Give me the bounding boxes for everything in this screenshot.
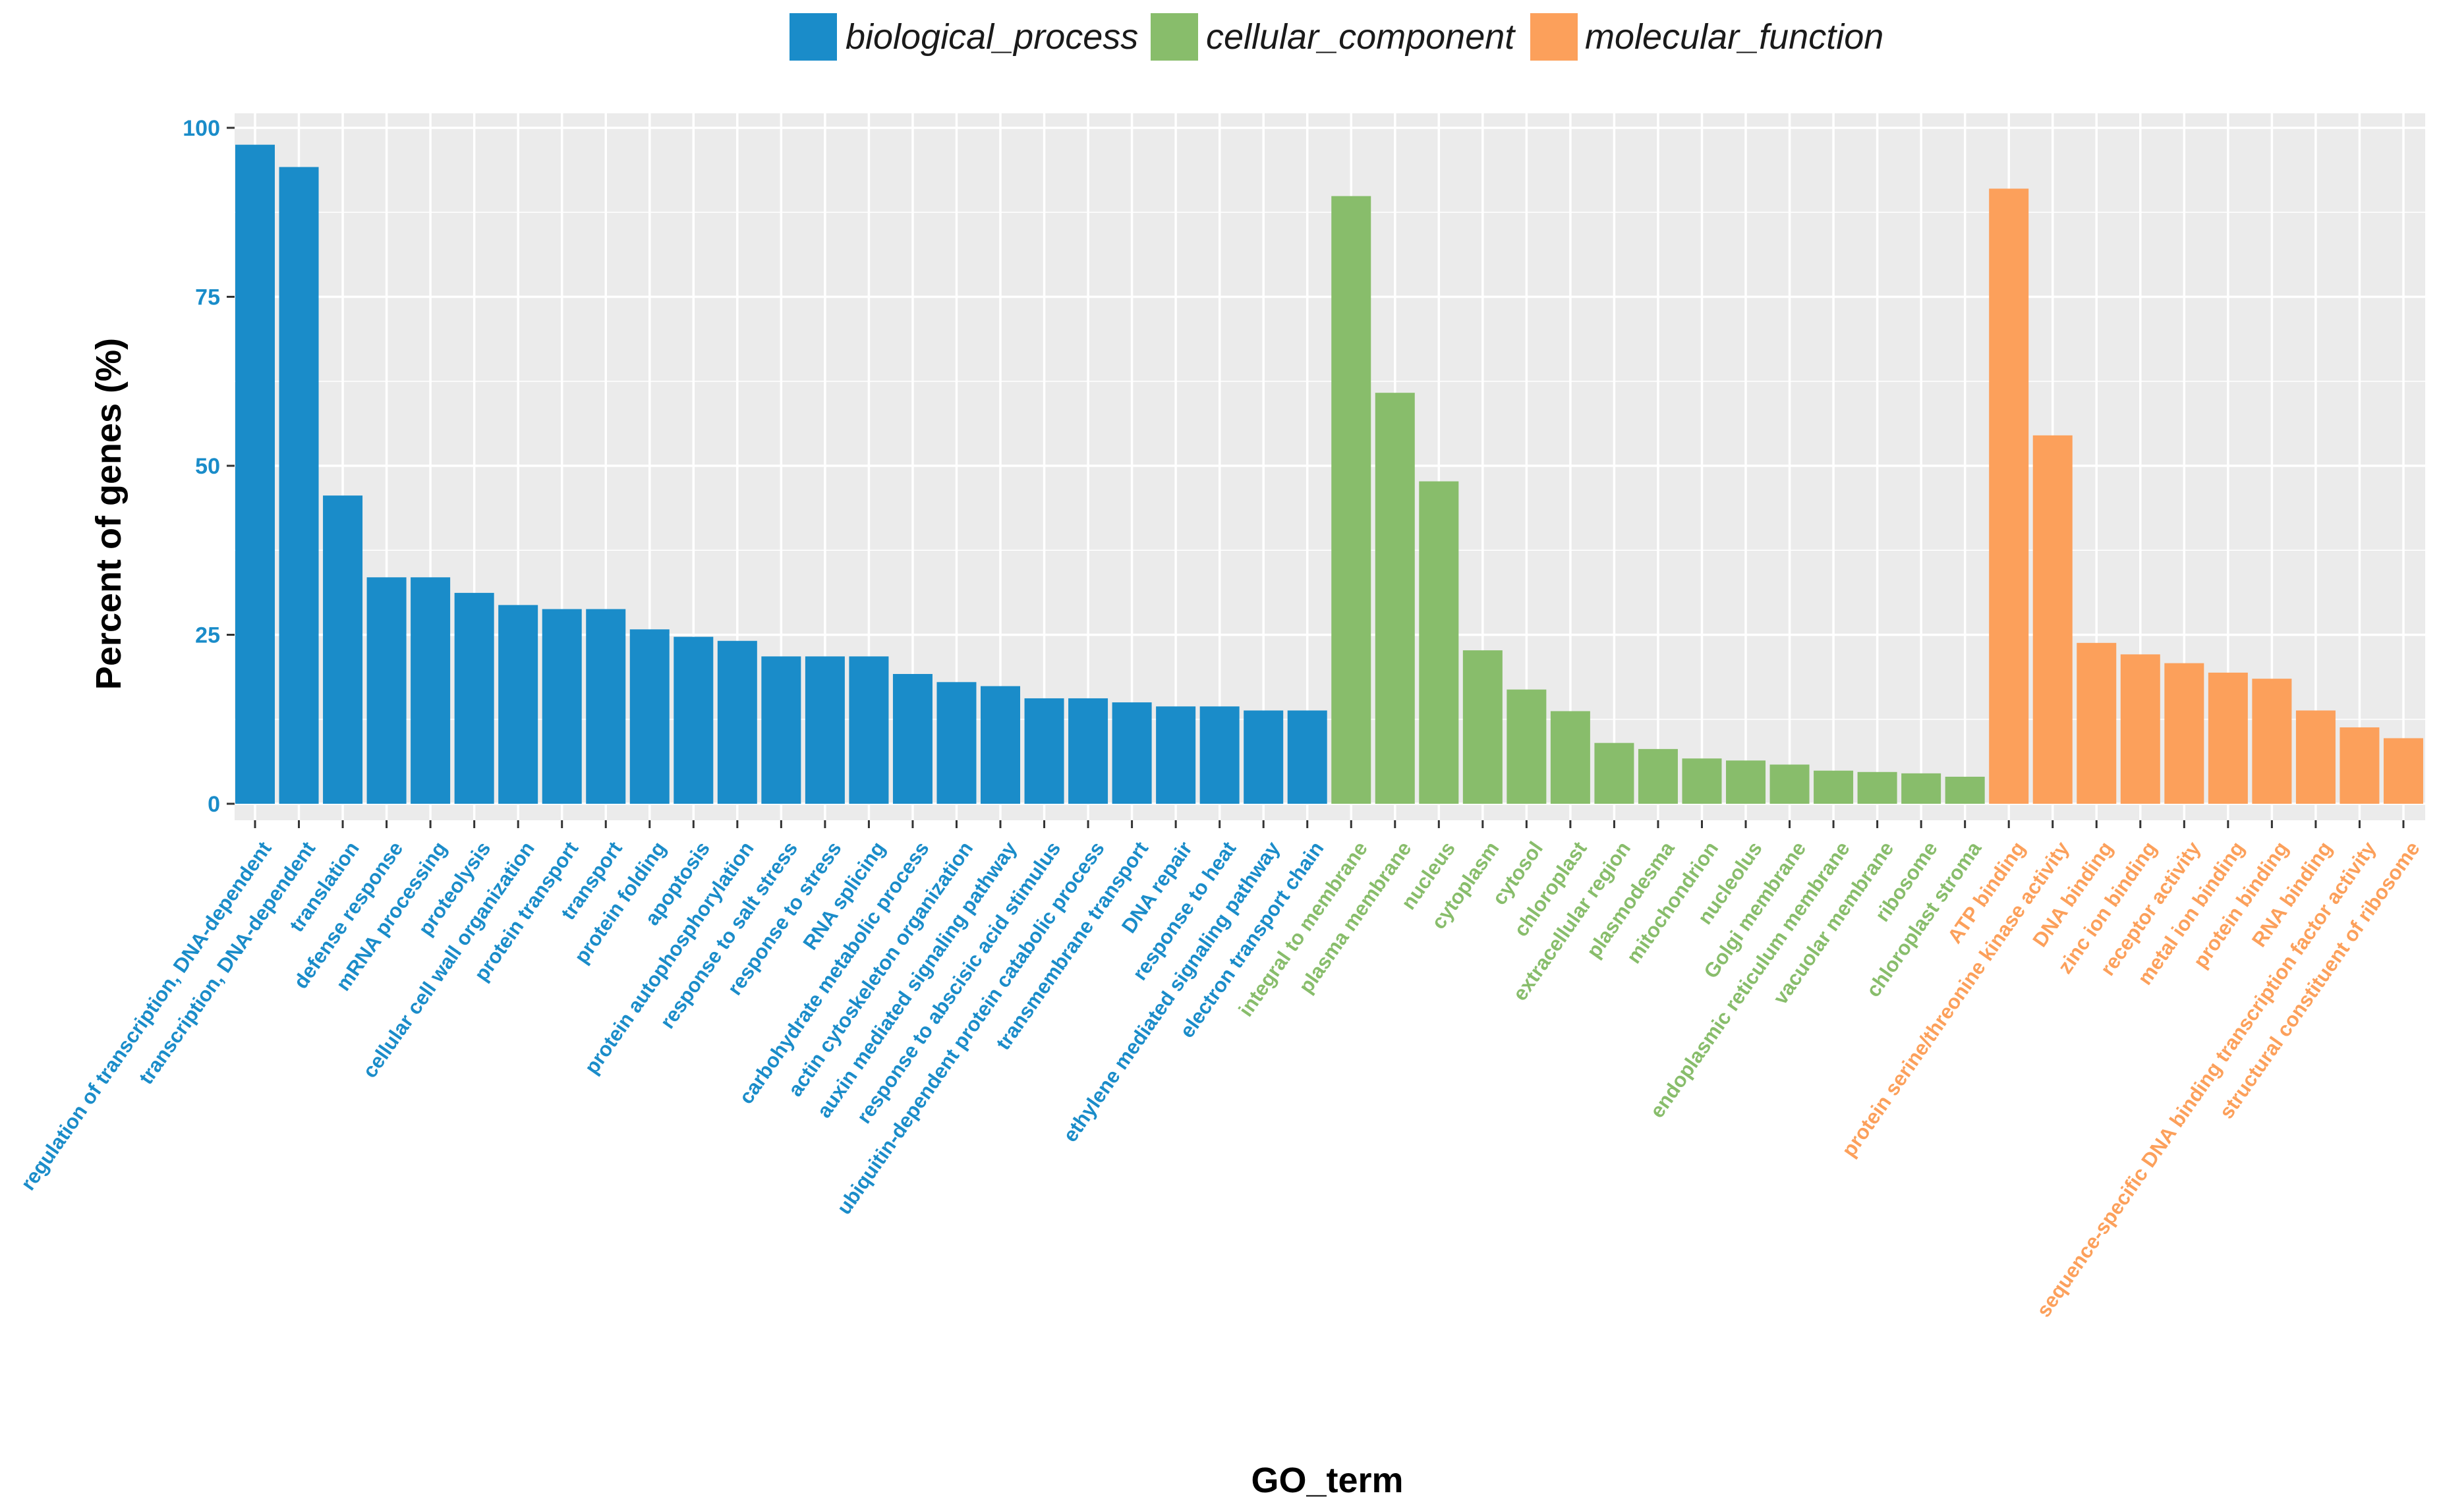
bar-biological_process-2 xyxy=(323,495,363,804)
bar-biological_process-9 xyxy=(629,629,670,804)
bar-molecular_function-44 xyxy=(2164,663,2204,804)
bar-cellular_component-38 xyxy=(1901,773,1941,804)
bar-cellular_component-37 xyxy=(1857,771,1897,804)
bar-molecular_function-48 xyxy=(2340,727,2380,804)
bars xyxy=(235,144,2423,804)
bar-biological_process-12 xyxy=(761,656,801,804)
y-tick-label: 0 xyxy=(208,792,220,817)
y-axis: 0 25 50 75 100 xyxy=(183,116,235,817)
bar-cellular_component-30 xyxy=(1550,711,1590,804)
bar-molecular_function-49 xyxy=(2383,738,2423,804)
bar-molecular_function-40 xyxy=(1989,188,2029,804)
bar-biological_process-23 xyxy=(1244,710,1284,804)
bar-cellular_component-34 xyxy=(1726,760,1766,804)
bar-cellular_component-35 xyxy=(1769,764,1810,804)
bar-cellular_component-39 xyxy=(1945,776,1985,804)
bar-biological_process-6 xyxy=(498,605,538,804)
bar-biological_process-8 xyxy=(586,609,626,804)
y-tick-label: 75 xyxy=(195,285,220,310)
bar-molecular_function-46 xyxy=(2252,679,2292,804)
x-tick-label: transcription, DNA-dependent xyxy=(134,837,320,1088)
bar-cellular_component-36 xyxy=(1814,770,1854,804)
bar-biological_process-7 xyxy=(542,609,582,804)
legend-swatch-molecular_function xyxy=(1530,13,1578,61)
bar-molecular_function-41 xyxy=(2032,435,2073,804)
bar-cellular_component-26 xyxy=(1375,393,1415,804)
x-axis-title: GO_term xyxy=(1251,1461,1403,1500)
bar-cellular_component-25 xyxy=(1331,196,1371,804)
bar-cellular_component-27 xyxy=(1419,481,1459,804)
bar-cellular_component-31 xyxy=(1594,742,1634,804)
bar-biological_process-3 xyxy=(366,577,407,804)
bar-cellular_component-33 xyxy=(1682,758,1722,804)
bar-biological_process-4 xyxy=(411,577,451,804)
y-tick-label: 100 xyxy=(183,116,220,141)
y-tick-label: 50 xyxy=(195,454,220,479)
y-axis-title: Percent of genes (%) xyxy=(89,338,129,690)
bar-biological_process-11 xyxy=(717,640,757,804)
bar-biological_process-19 xyxy=(1068,698,1108,804)
legend-swatch-cellular_component xyxy=(1151,13,1198,61)
bar-biological_process-22 xyxy=(1199,706,1240,804)
bar-cellular_component-29 xyxy=(1507,689,1547,804)
bar-molecular_function-43 xyxy=(2120,654,2160,804)
bar-biological_process-5 xyxy=(454,592,494,804)
bar-molecular_function-45 xyxy=(2208,672,2248,804)
legend: biological_process cellular_component mole… xyxy=(790,13,1883,61)
bar-cellular_component-32 xyxy=(1638,748,1678,804)
x-axis: regulation of transcription, DNA-depende… xyxy=(16,820,2425,1321)
legend-label-molecular_function: molecular_function xyxy=(1585,17,1883,57)
bar-biological_process-1 xyxy=(279,167,319,804)
x-tick-label: regulation of transcription, DNA-depende… xyxy=(16,837,276,1194)
bar-molecular_function-47 xyxy=(2295,710,2336,804)
bar-biological_process-10 xyxy=(674,636,714,804)
legend-swatch-biological_process xyxy=(790,13,837,61)
bar-biological_process-18 xyxy=(1024,698,1064,804)
bar-biological_process-15 xyxy=(892,674,933,804)
bar-biological_process-17 xyxy=(981,686,1021,804)
bar-biological_process-13 xyxy=(805,656,845,804)
bar-biological_process-21 xyxy=(1156,706,1196,804)
bar-molecular_function-42 xyxy=(2077,642,2117,804)
bar-biological_process-0 xyxy=(235,144,275,804)
bar-biological_process-20 xyxy=(1112,702,1152,804)
bar-cellular_component-28 xyxy=(1462,650,1503,804)
bar-biological_process-14 xyxy=(849,656,889,804)
legend-label-biological_process: biological_process xyxy=(846,17,1138,57)
bar-biological_process-16 xyxy=(936,682,977,804)
bar-biological_process-24 xyxy=(1287,710,1327,804)
y-tick-label: 25 xyxy=(195,623,220,648)
legend-label-cellular_component: cellular_component xyxy=(1206,17,1516,57)
